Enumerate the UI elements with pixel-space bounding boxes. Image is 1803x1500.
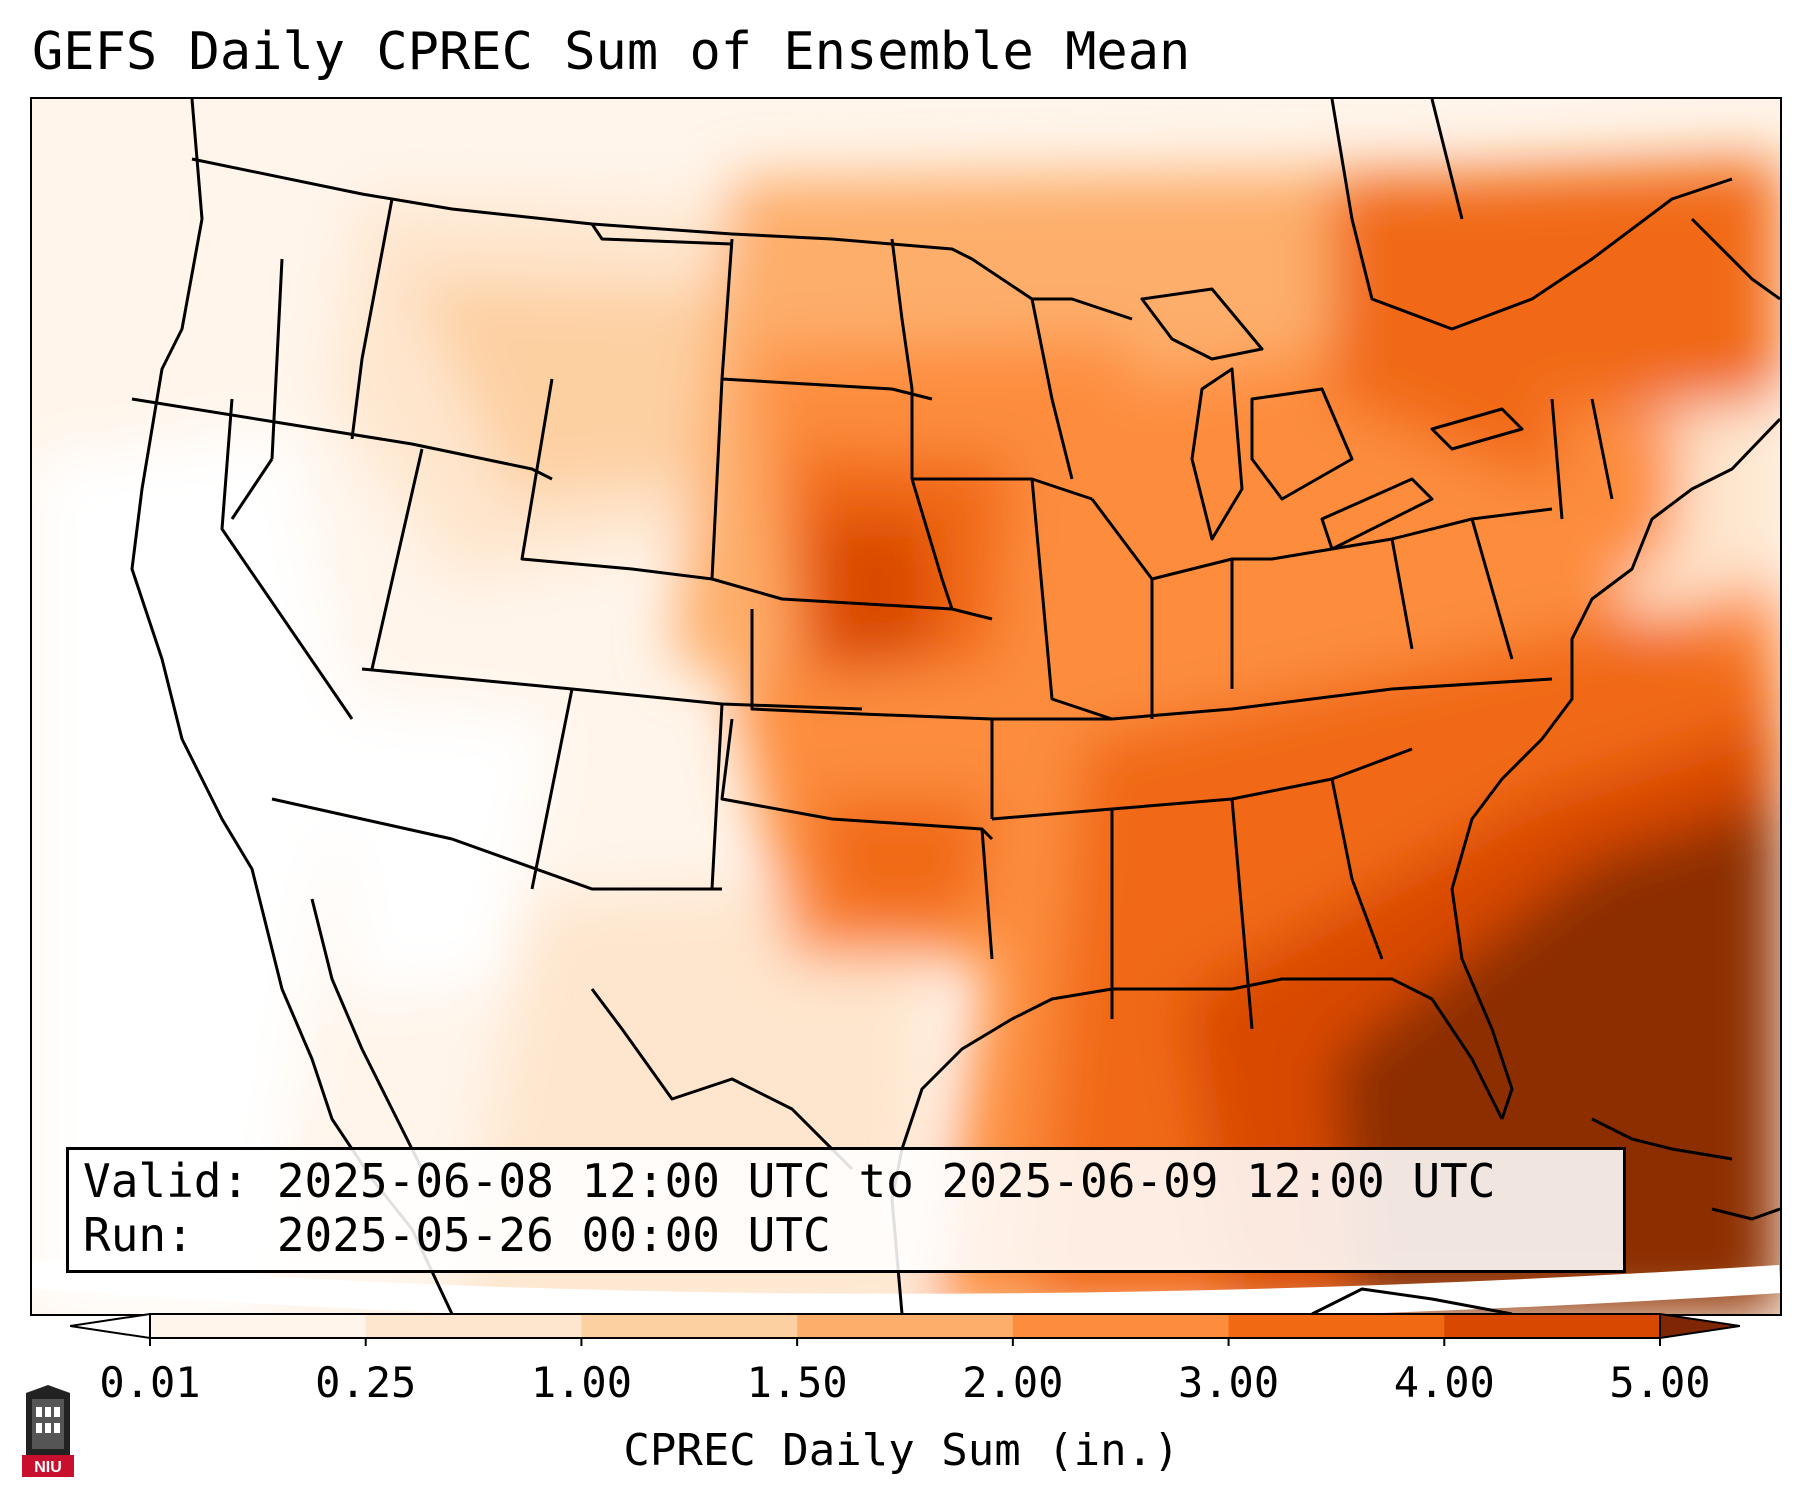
colorbar-label: CPREC Daily Sum (in.) <box>623 1425 1180 1476</box>
colorbar-tick-label: 0.01 <box>99 1358 201 1407</box>
east-coastline <box>1450 417 1780 1120</box>
colorbar-cell <box>797 1314 1014 1338</box>
colorbar-cell <box>1228 1314 1445 1338</box>
colorbar-cell <box>1012 1314 1230 1338</box>
colorbar-ticks <box>149 1338 1661 1346</box>
valid-run-info-box: Valid: 2025-06-08 12:00 UTC to 2025-06-0… <box>66 1147 1626 1273</box>
colorbar-tick-label: 3.00 <box>1177 1358 1280 1407</box>
colorbar-cells <box>150 1314 1661 1338</box>
niu-logo: NIU <box>22 1385 74 1477</box>
lake-huron <box>1250 387 1354 501</box>
colorbar-tick-label: 2.00 <box>962 1358 1064 1407</box>
colorbar-cell <box>365 1314 582 1338</box>
colorbar-tick-label: 5.00 <box>1609 1358 1711 1407</box>
lake-ontario <box>1430 407 1524 451</box>
colorbar <box>70 1312 1740 1346</box>
colorbar-tick-label: 0.25 <box>315 1358 417 1407</box>
colorbar-cell <box>150 1314 367 1338</box>
lake-michigan <box>1190 367 1244 541</box>
lake-superior <box>1140 287 1264 361</box>
mexico-border <box>590 988 854 1171</box>
canada-border <box>191 157 1133 321</box>
colorbar-under-extension <box>70 1312 151 1340</box>
valid-time-text: Valid: 2025-06-08 12:00 UTC to 2025-06-0… <box>83 1154 1496 1208</box>
baja-coastline <box>310 898 424 1170</box>
colorbar-cell <box>1444 1314 1661 1338</box>
colorbar-tick-label: 1.00 <box>530 1358 632 1407</box>
colorbar-tick-label: 4.00 <box>1393 1358 1495 1407</box>
colorbar-over-extension <box>1659 1312 1740 1340</box>
map-canvas <box>32 99 1780 1314</box>
west-coastline <box>130 99 414 1230</box>
precipitation-map <box>30 97 1782 1316</box>
colorbar-cell <box>581 1314 798 1338</box>
projection-edge <box>32 1260 1780 1314</box>
colorbar-tick-label: 1.50 <box>746 1358 848 1407</box>
logo-text: NIU <box>34 1459 62 1476</box>
map-title: GEFS Daily CPREC Sum of Ensemble Mean <box>32 22 1191 82</box>
run-time-text: Run: 2025-05-26 00:00 UTC <box>83 1208 831 1262</box>
lake-erie <box>1320 477 1434 551</box>
boundaries <box>130 99 1780 1314</box>
gulf-coastline <box>890 977 1504 1200</box>
colorbar-outline <box>149 1313 1661 1339</box>
